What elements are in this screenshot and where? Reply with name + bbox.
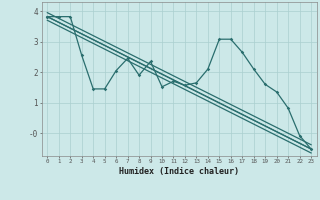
X-axis label: Humidex (Indice chaleur): Humidex (Indice chaleur) [119,167,239,176]
